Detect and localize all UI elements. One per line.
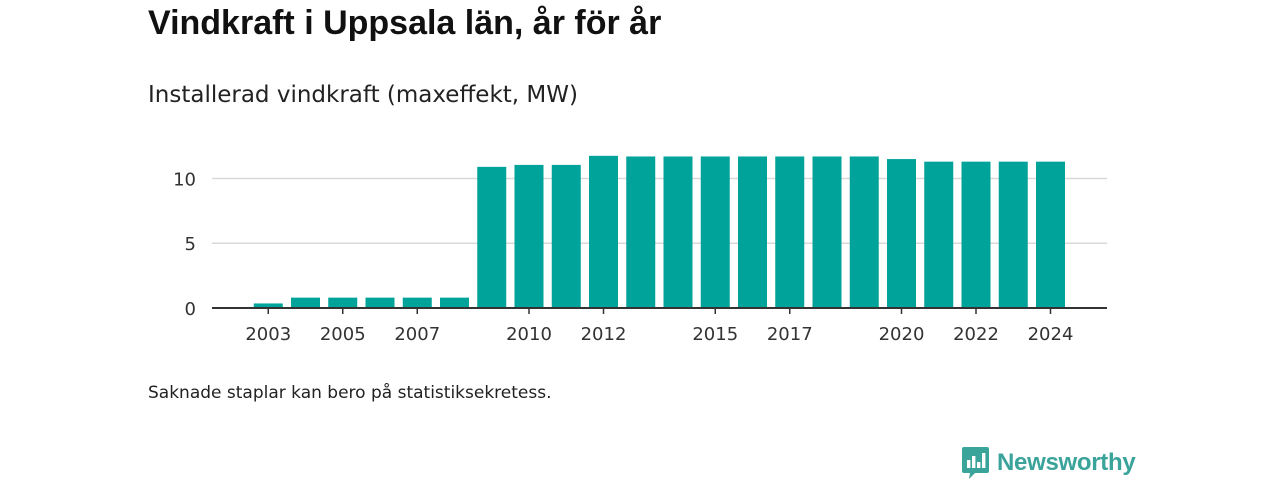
x-tick-label: 2024 [1028,324,1074,345]
bar-2007 [402,297,432,308]
bar-2015 [700,156,730,308]
bar-2023 [998,161,1028,308]
bars [253,155,1065,308]
bar-2008 [440,297,469,308]
bar-chart: 0 5 10 2003 2005 2007 2010 2012 2015 2017 2020 2022… [173,155,1107,345]
bar-2016 [738,156,767,308]
bar-2024 [1036,161,1065,308]
bar-2018 [812,156,842,308]
gridlines [212,177,1107,244]
bar-2006 [365,297,395,308]
y-tick-label: 0 [185,299,196,320]
y-tick-label: 5 [185,234,196,255]
bar-2004 [291,297,320,308]
x-tick-label: 2005 [320,324,366,345]
chart-subtitle: Installerad vindkraft (maxeffekt, MW) [148,82,578,108]
bar-2009 [477,166,507,308]
bar-2010 [514,164,544,308]
bar-2021 [924,161,954,308]
bar-2011 [551,164,581,308]
bar-2022 [961,161,991,308]
x-tick-label: 2017 [767,324,813,345]
bar-2019 [849,156,879,308]
x-tick-label: 2007 [394,324,440,345]
brand-logo: Newsworthy [962,447,1136,479]
bar-2012 [589,155,618,308]
chart-title: Vindkraft i Uppsala län, år för år [148,4,662,42]
bar-2014 [663,156,693,308]
bar-2005 [328,297,358,308]
bar-2003 [253,303,283,308]
x-tick-label: 2022 [953,324,999,345]
x-tick-label: 2012 [581,324,627,345]
bar-2020 [887,159,916,308]
x-tick-label: 2015 [692,324,738,345]
x-tick-label: 2020 [879,324,925,345]
axes: 0 5 10 2003 2005 2007 2010 2012 2015 2017 2020 2022… [173,169,1107,345]
newsworthy-logo-icon [962,447,989,479]
y-tick-label: 10 [173,169,196,190]
x-tick-label: 2010 [506,324,552,345]
bar-2017 [775,156,805,308]
footnote: Saknade staplar kan bero på statistiksek… [148,383,552,403]
bar-2013 [626,156,656,308]
brand-name: Newsworthy [997,449,1136,476]
x-tick-label: 2003 [245,324,291,345]
